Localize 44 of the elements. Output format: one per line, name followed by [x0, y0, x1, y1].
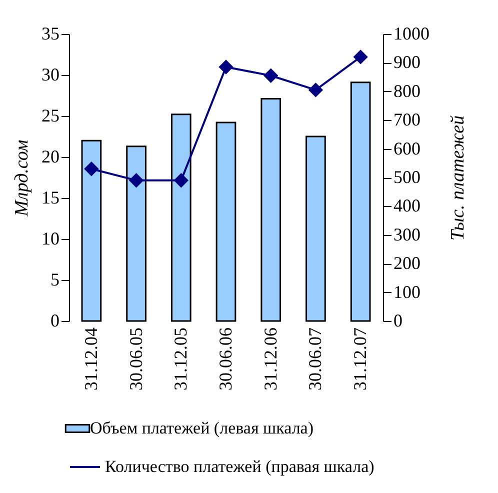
- y-tick-label: 25: [42, 106, 60, 126]
- bar: [126, 146, 146, 322]
- y2-tick-label: 600: [394, 138, 420, 158]
- bar: [306, 136, 326, 322]
- y-tick-label: 0: [50, 310, 60, 330]
- y-tick-label: 10: [42, 228, 60, 248]
- y2-tick-label: 1000: [394, 24, 430, 44]
- x-tick-label: 31.12.05: [170, 328, 191, 390]
- x-tick-label: 31.12.04: [80, 328, 101, 390]
- bar: [170, 114, 192, 322]
- point: [129, 173, 144, 188]
- bar: [260, 98, 282, 322]
- x-tick-label: 31.12.07: [350, 328, 370, 390]
- y2-tick-label: 500: [394, 167, 420, 187]
- point: [354, 50, 368, 64]
- point: [264, 68, 278, 83]
- y2-tick-label: 300: [394, 224, 420, 244]
- y2-tick-label: 0: [394, 310, 402, 330]
- legend-label: Количество платежей (правая шкала): [105, 457, 374, 476]
- point: [84, 162, 98, 176]
- x-tick-label: 30.06.06: [216, 328, 236, 390]
- x-tick-label: 30.06.05: [126, 328, 146, 390]
- bar: [216, 122, 236, 322]
- point: [308, 83, 323, 97]
- y-tick-label: 30: [42, 64, 60, 84]
- y2-tick-label: 100: [394, 282, 420, 302]
- legend-label: Объем платежей (левая шкала): [90, 418, 314, 438]
- y2-axis-title: Тыс. платежей: [448, 114, 468, 241]
- y2-tick-label: 700: [394, 110, 420, 130]
- y2-tick-label: 900: [394, 52, 420, 72]
- y2-tick-label: 400: [394, 196, 420, 216]
- point: [174, 173, 188, 188]
- x-tick-label: 31.12.06: [260, 328, 280, 390]
- y-tick-label: 5: [50, 270, 60, 290]
- point: [219, 60, 233, 74]
- y-tick-label: 15: [42, 188, 60, 208]
- y2-tick-label: 800: [394, 80, 420, 101]
- y-tick-label: 35: [42, 24, 60, 44]
- y-axis-title: Млрд.сом: [12, 140, 32, 218]
- y2-tick-label: 200: [394, 253, 420, 274]
- x-tick-label: 30.06.07: [305, 328, 326, 390]
- y-tick-label: 20: [42, 146, 60, 166]
- bar: [81, 140, 102, 322]
- bar: [350, 82, 371, 322]
